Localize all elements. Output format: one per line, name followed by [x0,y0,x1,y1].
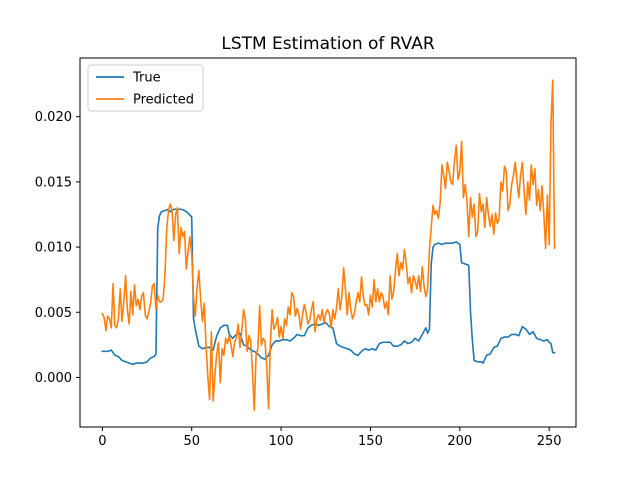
legend: True Predicted [87,64,204,112]
series-layer [101,79,556,411]
x-tick-label: 150 [358,434,383,449]
legend-label-true: True [132,71,161,86]
y-tick-label: 0.005 [35,306,72,321]
y-tick-label: 0.000 [35,371,72,386]
x-tick-label: 200 [447,434,472,449]
x-tick-label: 0 [98,434,106,449]
x-tick-label: 250 [537,434,562,449]
chart-title: LSTM Estimation of RVAR [221,34,434,54]
legend-label-predicted: Predicted [133,93,194,108]
x-tick-label: 50 [183,434,200,449]
x-tick-label: 100 [269,434,294,449]
y-tick-label: 0.015 [35,175,72,190]
axes-layer: 0 50 100 150 200 250 0.000 0.005 0.010 0.015 0.020 [35,57,577,449]
y-tick-label: 0.010 [35,241,72,256]
plot-frame [79,57,577,428]
y-tick-label: 0.020 [35,110,72,125]
series-line-predicted [101,79,556,411]
